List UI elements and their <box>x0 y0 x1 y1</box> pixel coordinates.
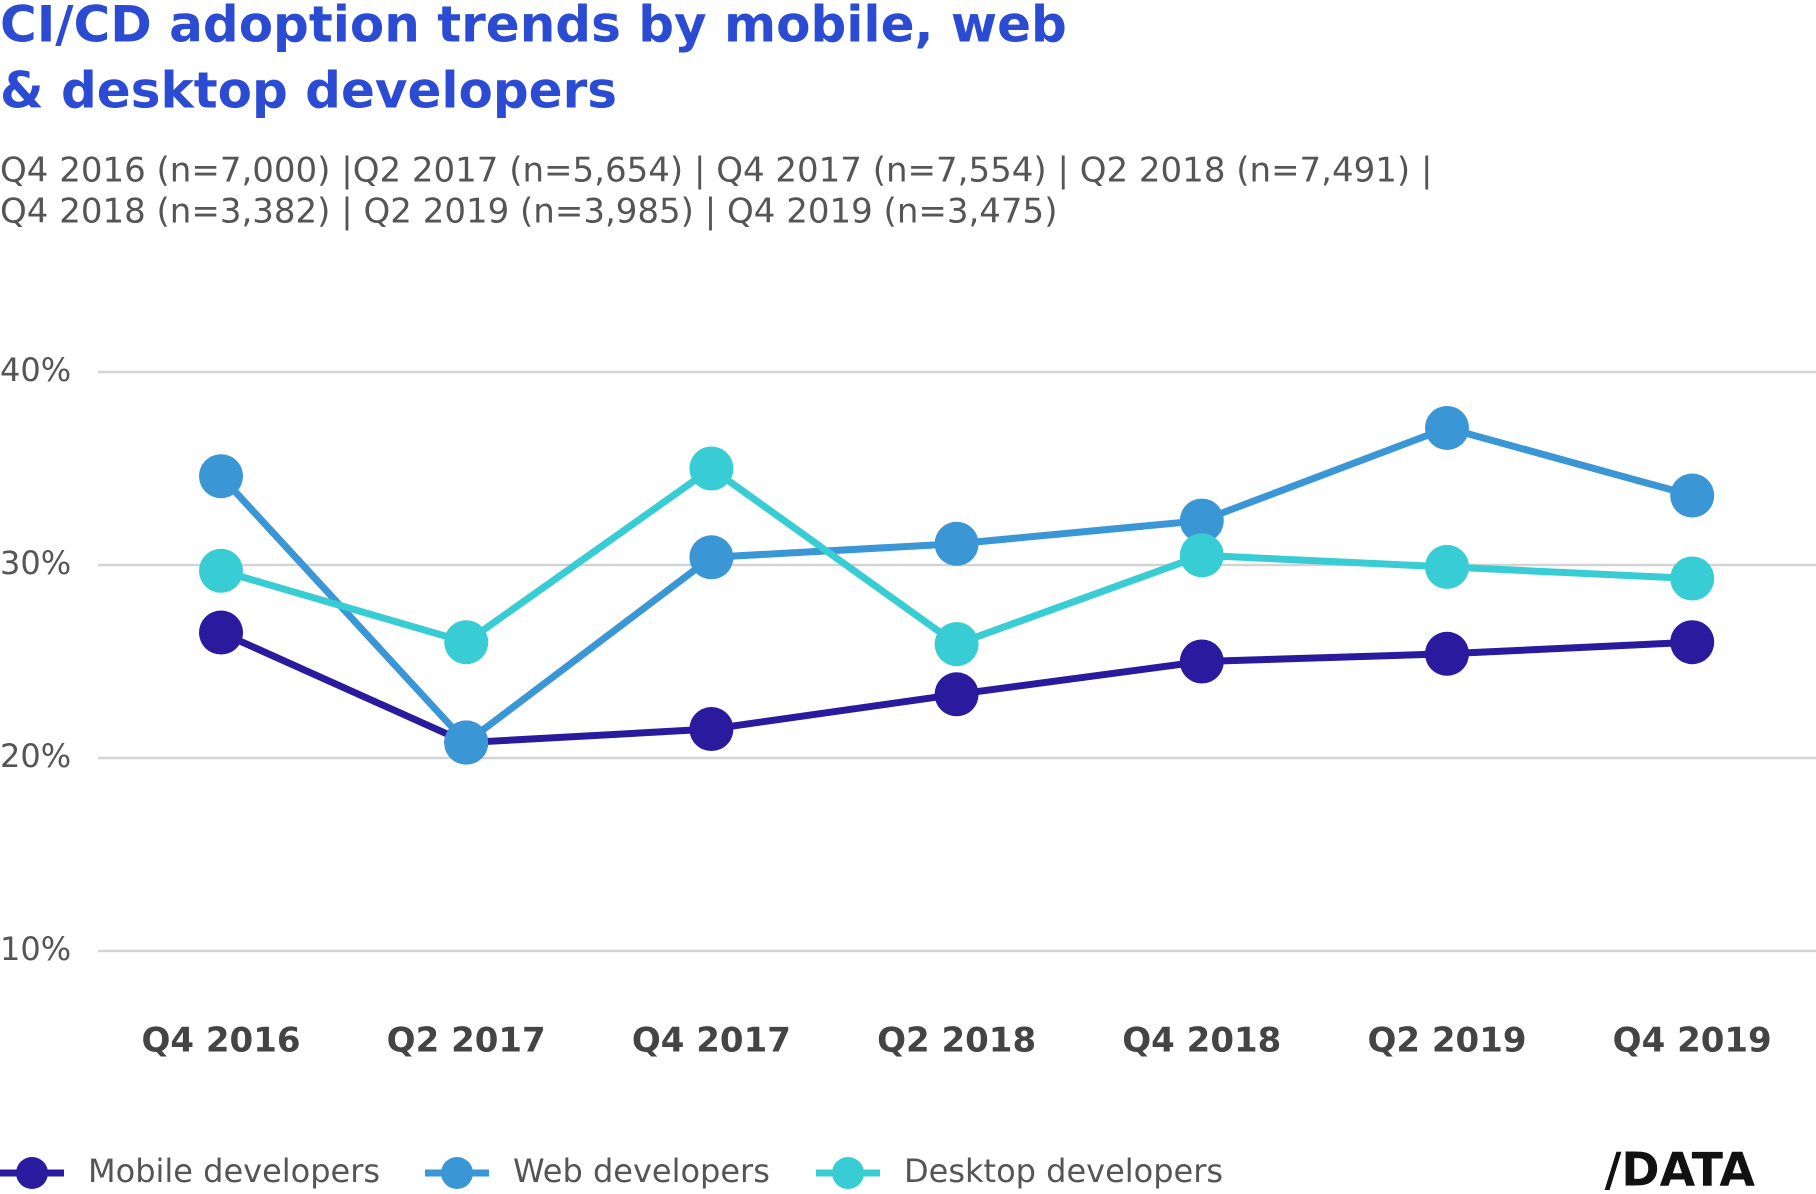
data-point <box>689 535 734 580</box>
data-point <box>1670 473 1715 518</box>
data-point <box>1179 498 1224 543</box>
data-point <box>934 622 979 667</box>
chart-title: CI/CD adoption trends by mobile, web <box>0 0 1067 54</box>
logo: /DATA <box>1605 1143 1756 1194</box>
chart-title: & desktop developers <box>0 62 617 120</box>
subtitle: Q4 2016 (n=7,000) |Q2 2017 (n=5,654) | Q… <box>0 151 1432 191</box>
data-point <box>199 610 243 655</box>
x-tick-label: Q2 2018 <box>877 1021 1036 1061</box>
legend-label: Web developers <box>513 1152 770 1190</box>
data-point <box>444 720 489 765</box>
data-point <box>199 548 243 593</box>
data-point <box>1179 639 1224 684</box>
subtitle: Q4 2018 (n=3,382) | Q2 2019 (n=3,985) | … <box>0 192 1057 232</box>
y-tick-label: 20% <box>0 737 71 775</box>
y-tick-label: 30% <box>0 544 71 582</box>
data-point <box>1425 544 1469 589</box>
data-point <box>199 454 243 499</box>
x-tick-label: Q2 2017 <box>387 1021 546 1061</box>
legend-swatch <box>441 1157 473 1189</box>
x-tick-label: Q4 2018 <box>1122 1021 1281 1061</box>
data-point <box>934 672 979 717</box>
x-tick-label: Q4 2019 <box>1613 1021 1772 1061</box>
data-point <box>934 521 979 566</box>
data-point <box>689 446 734 491</box>
data-point <box>689 707 734 752</box>
data-point <box>1179 533 1224 578</box>
x-tick-label: Q4 2017 <box>632 1021 791 1061</box>
legend-label: Desktop developers <box>904 1152 1223 1190</box>
y-tick-label: 10% <box>0 930 71 968</box>
legend-swatch <box>832 1157 864 1189</box>
data-point <box>1425 405 1469 450</box>
x-tick-label: Q2 2019 <box>1367 1021 1526 1061</box>
legend-label: Mobile developers <box>88 1152 380 1190</box>
data-point <box>444 620 489 665</box>
data-point <box>1670 556 1715 601</box>
y-tick-label: 40% <box>0 351 71 389</box>
legend-swatch <box>16 1157 48 1189</box>
data-point <box>1670 620 1715 665</box>
x-tick-label: Q4 2016 <box>141 1021 300 1061</box>
data-point <box>1425 631 1469 676</box>
